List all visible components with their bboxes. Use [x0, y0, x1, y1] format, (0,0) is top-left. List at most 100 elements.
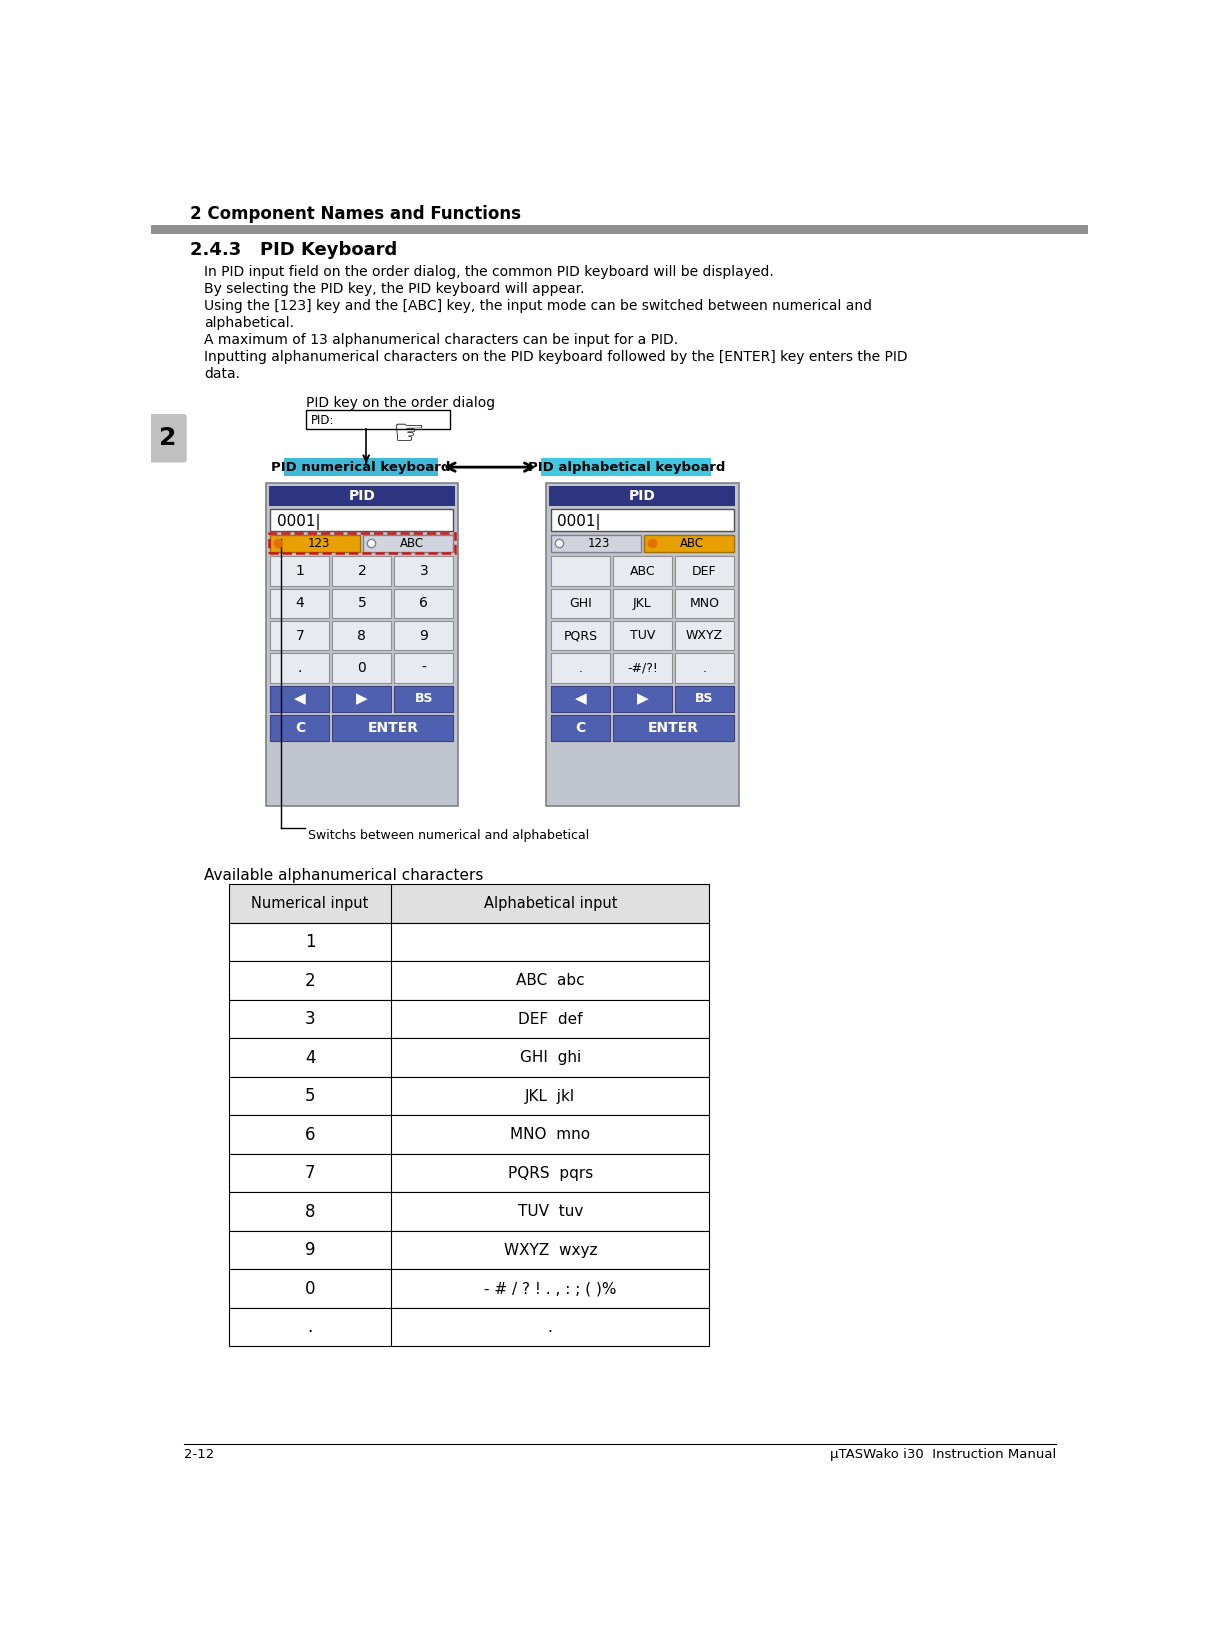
- Bar: [551, 535, 641, 552]
- Text: 6: 6: [420, 596, 428, 611]
- Text: 9: 9: [420, 629, 428, 642]
- Text: TUV: TUV: [630, 629, 655, 642]
- Text: 0001|: 0001|: [277, 514, 320, 530]
- Bar: [306, 410, 450, 428]
- Text: PQRS: PQRS: [563, 629, 597, 642]
- Text: -#/?!: -#/?!: [627, 662, 658, 675]
- Text: ABC: ABC: [399, 537, 423, 550]
- Bar: [271, 685, 329, 712]
- Bar: [551, 557, 609, 586]
- Bar: [271, 621, 329, 651]
- Text: Alphabetical input: Alphabetical input: [484, 896, 617, 911]
- Text: PID:: PID:: [311, 413, 334, 427]
- Text: 8: 8: [358, 629, 366, 642]
- Bar: [613, 557, 672, 586]
- Text: Switchs between numerical and alphabetical: Switchs between numerical and alphabetic…: [308, 828, 590, 842]
- Bar: [551, 621, 609, 651]
- Text: In PID input field on the order dialog, the common PID keyboard will be displaye: In PID input field on the order dialog, …: [204, 265, 774, 280]
- Text: ◀: ◀: [574, 692, 586, 707]
- Text: ◀: ◀: [294, 692, 306, 707]
- Text: 7: 7: [305, 1164, 316, 1183]
- Bar: [229, 1039, 710, 1077]
- Bar: [229, 1230, 710, 1270]
- Text: MNO  mno: MNO mno: [510, 1127, 590, 1143]
- Bar: [332, 621, 392, 651]
- Bar: [271, 557, 329, 586]
- Text: JKL: JKL: [634, 596, 652, 609]
- Text: .: .: [578, 662, 583, 675]
- Text: By selecting the PID key, the PID keyboard will appear.: By selecting the PID key, the PID keyboa…: [204, 282, 584, 296]
- Text: 2.4.3   PID Keyboard: 2.4.3 PID Keyboard: [190, 240, 397, 259]
- Bar: [613, 588, 672, 618]
- Bar: [229, 1077, 710, 1115]
- Text: TUV  tuv: TUV tuv: [517, 1204, 583, 1219]
- Text: data.: data.: [204, 367, 239, 380]
- Text: BS: BS: [415, 692, 433, 705]
- Bar: [229, 1155, 710, 1192]
- Text: .: .: [297, 660, 302, 675]
- Bar: [271, 535, 360, 552]
- Text: PID: PID: [629, 489, 656, 502]
- Text: 2-12: 2-12: [184, 1448, 214, 1461]
- Text: ENTER: ENTER: [648, 721, 699, 735]
- Text: Available alphanumerical characters: Available alphanumerical characters: [204, 868, 484, 883]
- Text: PQRS  pqrs: PQRS pqrs: [508, 1166, 592, 1181]
- Text: ☞: ☞: [393, 417, 426, 450]
- FancyBboxPatch shape: [147, 413, 186, 463]
- Text: WXYZ: WXYZ: [686, 629, 723, 642]
- Text: 123: 123: [307, 537, 330, 550]
- Bar: [613, 654, 672, 684]
- Bar: [229, 922, 710, 962]
- Bar: [394, 621, 453, 651]
- Text: alphabetical.: alphabetical.: [204, 316, 294, 329]
- Text: 0001|: 0001|: [557, 514, 601, 530]
- Bar: [271, 715, 329, 741]
- Text: A maximum of 13 alphanumerical characters can be input for a PID.: A maximum of 13 alphanumerical character…: [204, 333, 678, 348]
- Bar: [229, 884, 710, 922]
- Text: WXYZ  wxyz: WXYZ wxyz: [503, 1243, 597, 1258]
- Bar: [549, 486, 735, 506]
- Text: PID key on the order dialog: PID key on the order dialog: [306, 397, 496, 410]
- Text: ENTER: ENTER: [368, 721, 418, 735]
- Text: .: .: [702, 662, 706, 675]
- Bar: [613, 685, 672, 712]
- Text: ABC  abc: ABC abc: [516, 973, 585, 988]
- Bar: [229, 1000, 710, 1039]
- Text: 0: 0: [358, 660, 366, 675]
- Text: BS: BS: [695, 692, 713, 705]
- Bar: [151, 224, 1088, 234]
- Text: ABC: ABC: [679, 537, 704, 550]
- Bar: [551, 685, 609, 712]
- Bar: [546, 483, 739, 805]
- Text: PID alphabetical keyboard: PID alphabetical keyboard: [527, 461, 725, 474]
- Bar: [332, 654, 392, 684]
- Bar: [394, 654, 453, 684]
- Bar: [675, 654, 734, 684]
- Bar: [551, 509, 734, 530]
- Bar: [229, 1308, 710, 1347]
- Bar: [229, 962, 710, 1000]
- Text: JKL  jkl: JKL jkl: [525, 1089, 575, 1103]
- Bar: [229, 1270, 710, 1308]
- Bar: [675, 621, 734, 651]
- Bar: [613, 715, 734, 741]
- Text: GHI: GHI: [569, 596, 592, 609]
- Text: .: .: [548, 1319, 553, 1334]
- Bar: [644, 535, 734, 552]
- Bar: [675, 685, 734, 712]
- Bar: [394, 557, 453, 586]
- Text: 5: 5: [358, 596, 366, 611]
- Text: 4: 4: [295, 596, 305, 611]
- Bar: [271, 654, 329, 684]
- Text: GHI  ghi: GHI ghi: [520, 1051, 580, 1066]
- Text: PID: PID: [348, 489, 375, 502]
- Text: 1: 1: [295, 563, 305, 578]
- Bar: [268, 534, 455, 553]
- Text: 2: 2: [305, 972, 316, 990]
- Bar: [394, 588, 453, 618]
- Bar: [332, 685, 392, 712]
- Bar: [229, 1192, 710, 1230]
- Text: 3: 3: [305, 1010, 316, 1028]
- Bar: [332, 715, 453, 741]
- Text: MNO: MNO: [689, 596, 719, 609]
